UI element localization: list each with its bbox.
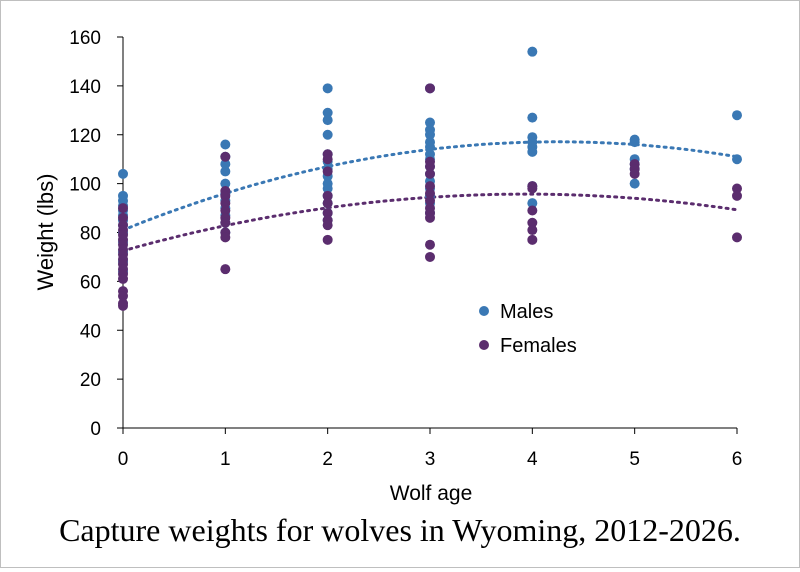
y-tick-label: 80 — [80, 224, 101, 245]
y-tick-label: 100 — [69, 175, 101, 196]
legend: Males Females — [479, 301, 577, 357]
point-females — [322, 190, 333, 201]
point-males — [527, 46, 538, 57]
x-tick-label: 5 — [629, 449, 640, 470]
point-females — [425, 188, 435, 199]
point-males — [629, 137, 640, 148]
point-females — [425, 212, 435, 223]
point-females — [220, 198, 231, 209]
point-males — [322, 107, 333, 118]
x-axis-label: Wolf age — [390, 482, 473, 505]
point-males — [322, 183, 333, 194]
point-females — [322, 207, 333, 218]
point-females — [425, 251, 435, 262]
point-females — [118, 203, 128, 214]
axes: 0 20 40 60 80 100 120 140 160 0 1 2 3 4 5 6 — [69, 28, 742, 470]
point-males — [425, 129, 435, 140]
point-males — [425, 141, 435, 152]
y-axis-label: Weight (lbs) — [33, 174, 58, 291]
point-females — [527, 217, 538, 228]
legend-marker-males — [479, 306, 489, 316]
x-tick-label: 2 — [322, 449, 333, 470]
point-females — [220, 232, 231, 243]
point-males — [425, 117, 435, 128]
point-males — [629, 178, 640, 189]
point-females — [118, 291, 128, 302]
point-females — [322, 166, 333, 177]
legend-marker-females — [479, 340, 489, 350]
point-females — [527, 205, 538, 216]
point-males — [527, 112, 538, 123]
point-males — [118, 168, 128, 179]
point-males — [220, 159, 231, 170]
point-females — [322, 220, 333, 231]
point-females — [732, 232, 742, 243]
y-tick-label: 20 — [80, 370, 101, 391]
y-tick-label: 160 — [69, 28, 101, 49]
point-males — [732, 154, 742, 165]
point-females — [118, 212, 128, 223]
point-males — [527, 198, 538, 209]
y-tick-label: 40 — [80, 321, 101, 342]
point-males — [220, 166, 231, 177]
point-females — [220, 151, 231, 162]
point-males — [322, 115, 333, 126]
point-males — [322, 129, 333, 140]
point-females — [425, 168, 435, 179]
point-females — [425, 239, 435, 250]
point-females — [322, 154, 333, 165]
x-tick-label: 0 — [118, 449, 129, 470]
point-females — [732, 190, 742, 201]
point-females — [425, 161, 435, 172]
point-females — [527, 234, 538, 245]
y-tick-label: 120 — [69, 126, 101, 147]
legend-label-females: Females — [500, 335, 577, 357]
point-females — [220, 217, 231, 228]
data-points — [118, 46, 742, 311]
point-males — [322, 83, 333, 94]
y-tick-label: 140 — [69, 77, 101, 98]
x-tick-label: 6 — [732, 449, 743, 470]
x-tick-label: 3 — [425, 449, 436, 470]
point-females — [425, 181, 435, 192]
point-females — [118, 273, 128, 284]
point-females — [425, 195, 435, 206]
x-tick-label: 4 — [527, 449, 538, 470]
point-females — [322, 234, 333, 245]
point-females — [527, 225, 538, 236]
figure-caption: Capture weights for wolves in Wyoming, 2… — [59, 512, 741, 548]
x-tick-label: 1 — [220, 449, 231, 470]
point-females — [629, 168, 640, 179]
point-males — [220, 139, 231, 150]
point-females — [425, 83, 435, 94]
y-tick-label: 60 — [80, 272, 101, 293]
point-males — [527, 146, 538, 157]
point-females — [220, 190, 231, 201]
legend-label-males: Males — [500, 301, 553, 323]
y-tick-label: 0 — [90, 419, 101, 440]
point-females — [118, 300, 128, 311]
point-females — [527, 183, 538, 194]
point-females — [732, 183, 742, 194]
point-males — [732, 110, 742, 121]
point-males — [220, 178, 231, 189]
point-females — [220, 205, 231, 216]
point-females — [220, 264, 231, 275]
point-females — [322, 198, 333, 209]
